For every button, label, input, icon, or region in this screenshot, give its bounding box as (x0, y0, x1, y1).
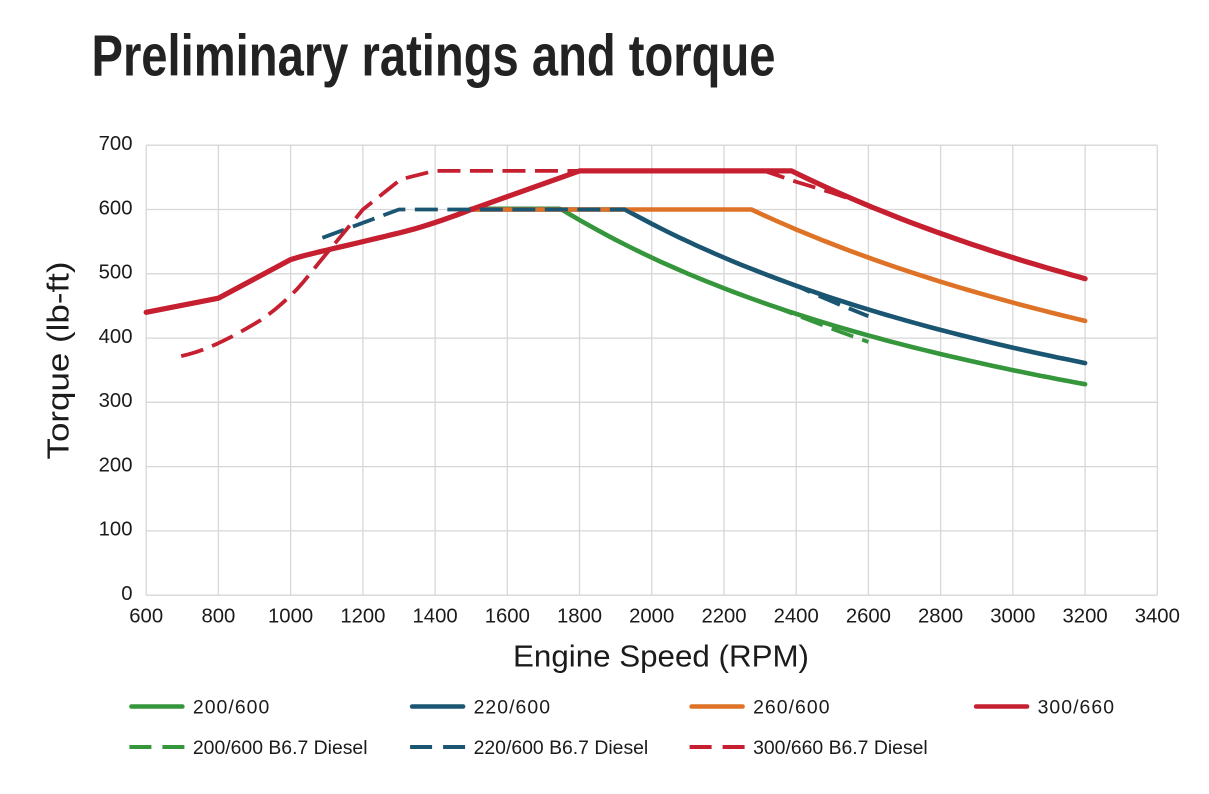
svg-text:800: 800 (201, 606, 235, 628)
svg-text:300/660 B6.7 Diesel: 300/660 B6.7 Diesel (753, 737, 928, 759)
svg-text:260/600: 260/600 (753, 697, 830, 719)
svg-text:200: 200 (99, 454, 133, 476)
svg-text:3200: 3200 (1063, 606, 1108, 628)
svg-text:1400: 1400 (413, 606, 458, 628)
svg-text:100: 100 (99, 519, 133, 541)
svg-text:2200: 2200 (701, 606, 746, 628)
svg-text:2000: 2000 (629, 606, 674, 628)
svg-text:2400: 2400 (774, 606, 819, 628)
svg-text:Torque (lb-ft): Torque (lb-ft) (41, 262, 76, 460)
svg-text:700: 700 (99, 133, 133, 155)
svg-text:0: 0 (121, 583, 132, 605)
svg-text:2800: 2800 (918, 606, 963, 628)
svg-text:3400: 3400 (1135, 606, 1180, 628)
svg-text:300: 300 (99, 390, 133, 412)
svg-text:2600: 2600 (846, 606, 891, 628)
svg-text:3000: 3000 (990, 606, 1035, 628)
svg-text:Preliminary ratings and torque: Preliminary ratings and torque (92, 24, 776, 89)
svg-text:Engine Speed (RPM): Engine Speed (RPM) (513, 639, 809, 674)
svg-text:220/600: 220/600 (474, 697, 551, 719)
svg-text:400: 400 (99, 326, 133, 348)
svg-text:1600: 1600 (485, 606, 530, 628)
svg-text:200/600 B6.7 Diesel: 200/600 B6.7 Diesel (193, 737, 368, 759)
svg-text:1200: 1200 (340, 606, 385, 628)
svg-text:1800: 1800 (557, 606, 602, 628)
svg-text:220/600 B6.7 Diesel: 220/600 B6.7 Diesel (474, 737, 649, 759)
svg-text:1000: 1000 (268, 606, 313, 628)
svg-text:600: 600 (99, 197, 133, 219)
svg-text:200/600: 200/600 (193, 697, 270, 719)
svg-text:300/660: 300/660 (1038, 697, 1115, 719)
svg-text:500: 500 (99, 262, 133, 284)
svg-text:600: 600 (129, 606, 163, 628)
